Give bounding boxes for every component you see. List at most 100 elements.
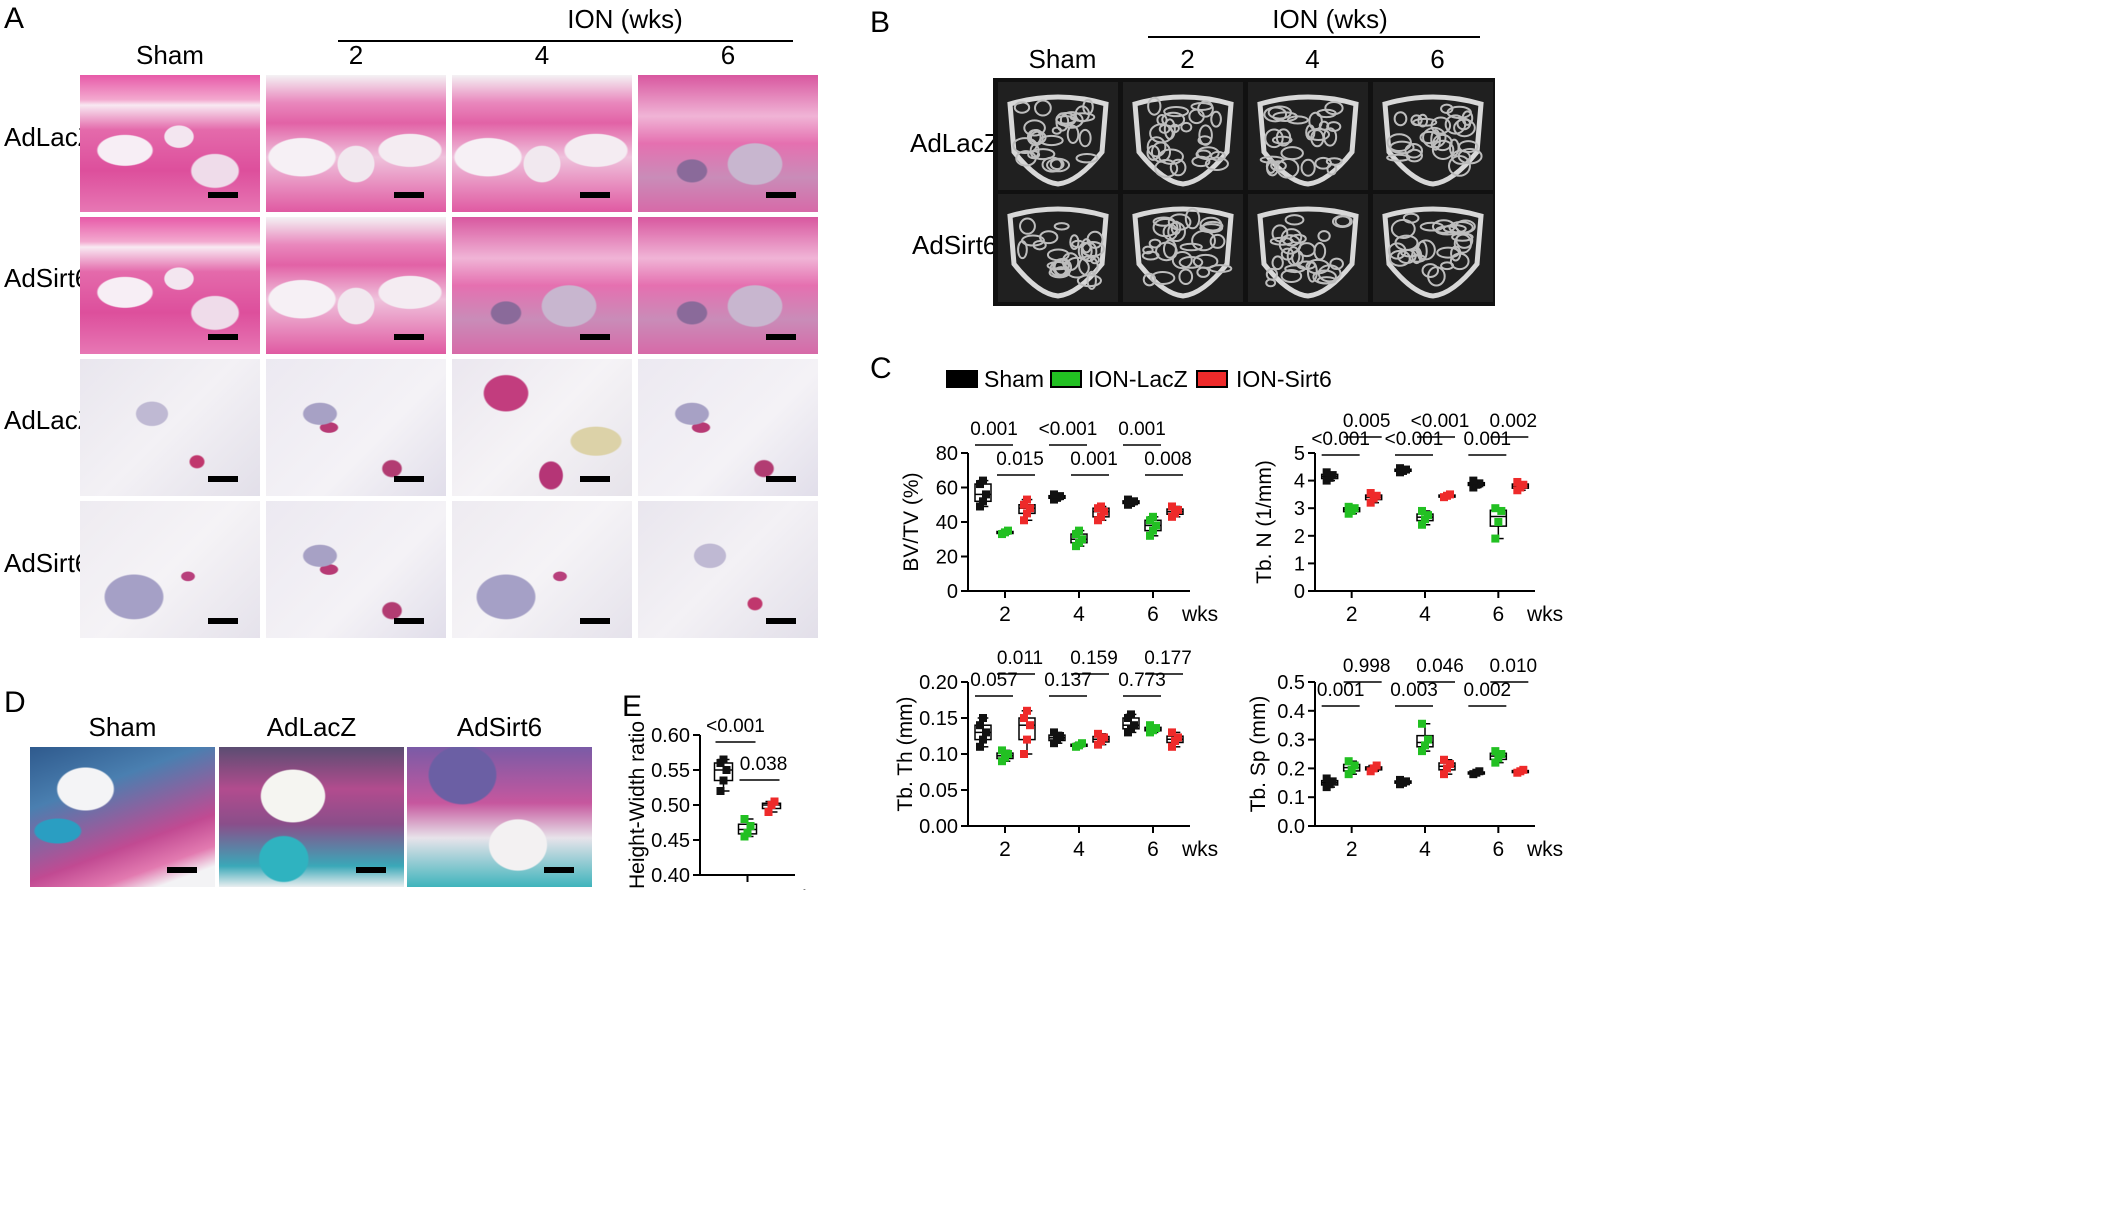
data-point-sham: [1475, 767, 1484, 776]
data-point-sirt6: [1020, 714, 1028, 722]
scale-bar: [208, 476, 238, 482]
data-point-lacz: [1344, 770, 1353, 779]
data-point-lacz: [1421, 515, 1429, 524]
data-point-sirt6: [1023, 509, 1031, 518]
data-point-lacz: [1350, 761, 1359, 770]
legend-sirt6-swatch: [1196, 370, 1228, 388]
data-point-sirt6: [1366, 498, 1375, 507]
microct-trabecular-pattern: [1132, 94, 1234, 187]
y-tick-label: 20: [936, 547, 958, 569]
pvalue-label: 0.001: [1317, 680, 1365, 701]
data-point-lacz: [1418, 520, 1426, 529]
y-tick-label: 0.4: [1277, 701, 1305, 723]
data-point-lacz: [1491, 747, 1500, 756]
panel-a-group-label: ION (wks): [567, 4, 683, 34]
y-tick-label: 0.5: [1277, 672, 1305, 694]
pvalue-label: 0.159: [1070, 648, 1118, 669]
histology-image-adlacz-trap-4wk: [452, 359, 632, 496]
scale-bar: [766, 476, 796, 482]
y-axis-label: Tb. N (1/mm): [1253, 460, 1276, 584]
data-point-lacz: [1149, 526, 1157, 535]
data-point-sirt6: [1097, 502, 1105, 511]
pvalue-label: 0.773: [1118, 670, 1166, 691]
legend-sham-swatch: [946, 370, 978, 388]
pvalue-label: 0.015: [996, 449, 1044, 470]
pvalue-label: 0.137: [1044, 670, 1092, 691]
y-tick-label: 0.2: [1277, 758, 1305, 780]
pvalue-label: 0.046: [1416, 656, 1464, 677]
data-point-sham: [979, 497, 987, 506]
data-point-sirt6: [1097, 512, 1105, 521]
data-point-sirt6: [764, 808, 773, 816]
data-point-lacz: [746, 822, 755, 830]
x-tick-label: 2: [999, 603, 1011, 626]
pvalue-label: 0.005: [1343, 411, 1391, 432]
scale-bar: [356, 867, 386, 873]
y-tick-label: 1: [1294, 553, 1305, 575]
scale-bar: [167, 867, 197, 873]
data-point-sirt6: [1168, 502, 1176, 511]
data-point-lacz: [1149, 512, 1157, 521]
x-tick-label: 6: [742, 887, 754, 890]
data-point-sirt6: [1020, 750, 1028, 758]
y-tick-label: 2: [1294, 526, 1305, 548]
panel-b-row-adlacz: AdLacZ: [910, 128, 1000, 158]
data-point-sirt6: [1100, 733, 1108, 742]
data-point-lacz: [1075, 526, 1083, 535]
microct-image-adsirt6-sham: [998, 194, 1118, 302]
safranin-image-adlacz: [219, 747, 404, 887]
microct-trabecular-pattern: [1382, 94, 1484, 187]
data-point-sham: [1328, 471, 1337, 480]
safranin-image-adsirt6: [407, 747, 592, 887]
data-point-sham: [1402, 465, 1410, 474]
panel-a-col-4: 4: [534, 40, 550, 70]
pvalue-label: <0.001: [1311, 429, 1370, 450]
data-point-lacz: [1344, 502, 1353, 511]
pvalue-label: 0.008: [1144, 449, 1192, 470]
data-point-lacz: [1497, 750, 1506, 758]
x-tick-label: 4: [1073, 603, 1085, 626]
legend-lacz-label: ION-LacZ: [1088, 366, 1188, 392]
panel-b-col-2: 2: [1180, 44, 1195, 74]
data-point-sham: [979, 714, 987, 722]
scale-bar: [580, 476, 610, 482]
pvalue-label: 0.177: [1144, 648, 1192, 669]
pvalue-label: 0.001: [1070, 449, 1118, 470]
y-tick-label: 0.3: [1277, 730, 1305, 752]
panel-b-col-sham: Sham: [1028, 44, 1097, 74]
pvalue-label: 0.010: [1490, 656, 1538, 677]
histology-image-adsirt6-trap-2wk: [266, 501, 446, 638]
scale-bar: [208, 618, 238, 624]
histology-image-adsirt6-trap-4wk: [452, 501, 632, 638]
histology-image-adlacz-he-2wk: [266, 75, 446, 212]
data-point-lacz: [998, 746, 1006, 755]
panel-a-letter: A: [4, 2, 25, 35]
data-point-sham: [1322, 774, 1331, 783]
data-point-lacz: [1424, 735, 1432, 744]
pvalue-label: 0.001: [970, 419, 1018, 440]
chart-tbsp: 0.0 0.1 0.2 0.3 0.4 0.5 Tb. Sp (mm) 2 0.001 0.998…: [1247, 656, 1563, 861]
microct-image-adlacz-6wk: [1373, 82, 1493, 190]
data-point-sirt6: [1023, 735, 1031, 744]
data-point-sham: [976, 742, 984, 751]
y-tick-label: 0.55: [651, 760, 690, 782]
data-point-sham: [1130, 721, 1138, 730]
data-point-sham: [1402, 777, 1410, 786]
pvalue-label: 0.011: [997, 648, 1043, 669]
data-point-sirt6: [1100, 507, 1108, 516]
data-point-lacz: [1350, 504, 1359, 513]
histology-image-adlacz-trap-6wk: [638, 359, 818, 496]
data-point-sirt6: [1366, 489, 1375, 498]
data-point-sham: [1469, 476, 1478, 485]
legend-lacz-swatch: [1050, 370, 1082, 388]
data-point-sirt6: [1446, 760, 1454, 769]
data-point-sirt6: [770, 797, 779, 806]
x-unit-label: wks: [1526, 838, 1563, 861]
histology-image-adsirt6-trap-6wk: [638, 501, 818, 638]
panel-d-col-sham: Sham: [88, 712, 157, 742]
panel-e-letter: E: [622, 690, 643, 723]
histology-image-adlacz-trap-2wk: [266, 359, 446, 496]
data-point-sirt6: [1026, 721, 1034, 730]
scale-bar: [580, 334, 610, 340]
